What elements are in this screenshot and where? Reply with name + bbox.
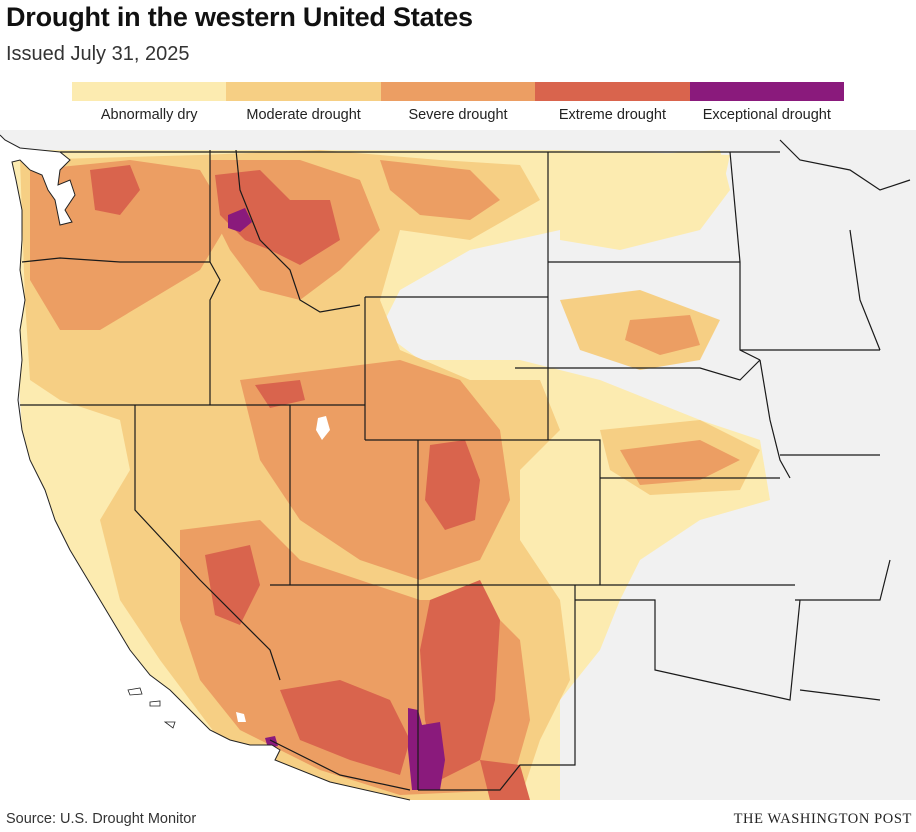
- area-extreme-nevada: [205, 545, 260, 625]
- area-severe-kansas: [620, 440, 740, 485]
- legend-swatch-abnormally-dry: [72, 82, 227, 101]
- great-salt-lake: [316, 416, 330, 440]
- source-note: Source: U.S. Drought Monitor: [6, 811, 197, 827]
- salton-sea: [236, 712, 246, 722]
- legend-bar: [72, 82, 845, 101]
- publisher-credit: THE WASHINGTON POST: [733, 811, 912, 827]
- area-abnormally-dry-north: [560, 150, 730, 250]
- legend-swatch-exceptional: [689, 82, 845, 101]
- legend-label-severe: Severe drought: [408, 107, 508, 123]
- map-title: Drought in the western United States: [6, 2, 473, 32]
- legend-label-exceptional: Exceptional drought: [702, 107, 831, 123]
- legend-swatch-moderate: [226, 82, 381, 101]
- area-extreme-colorado: [425, 440, 480, 530]
- border-ca-nv: [134, 405, 281, 681]
- area-severe-wyoming: [380, 160, 500, 220]
- legend-label-extreme: Extreme drought: [558, 107, 667, 123]
- border-sd-ne: [548, 359, 761, 381]
- area-extreme-arizona: [280, 680, 410, 775]
- map-subtitle: Issued July 31, 2025: [6, 43, 190, 65]
- legend-label-moderate: Moderate drought: [246, 107, 361, 123]
- legend-swatch-extreme: [535, 82, 690, 101]
- border-or-id: [209, 261, 221, 405]
- area-extreme-oregon: [90, 165, 140, 215]
- legend: Abnormally dry Moderate drought Severe d…: [72, 82, 845, 126]
- border-id-mt: [235, 149, 361, 313]
- border-mn-wi: [849, 229, 881, 351]
- area-extreme-utah: [255, 380, 305, 408]
- legend-labels: Abnormally dry Moderate drought Severe d…: [72, 107, 844, 123]
- drought-map: [0, 130, 916, 802]
- area-severe-northwest: [30, 160, 230, 330]
- border-nd-mn: [729, 151, 741, 263]
- drought-areas: [10, 150, 770, 800]
- legend-label-abnormally-dry: Abnormally dry: [100, 107, 198, 123]
- area-extreme-idaho: [215, 170, 340, 265]
- area-severe-nebraska: [625, 315, 700, 355]
- border-nm-tx: [418, 585, 576, 791]
- border-ar-la: [799, 689, 881, 701]
- legend-swatch-severe: [380, 82, 536, 101]
- border-mo-ar: [795, 559, 891, 601]
- state-boundaries: [20, 139, 911, 791]
- border-tx-ok: [575, 599, 801, 701]
- border-ne-ia-mo: [759, 359, 791, 479]
- area-exceptional-idaho: [228, 208, 252, 232]
- area-exceptional-new-mexico: [408, 708, 445, 790]
- border-az-mexico: [269, 739, 411, 791]
- coastline: [0, 134, 411, 801]
- border-great-lakes: [779, 139, 911, 191]
- channel-islands: [127, 687, 176, 729]
- border-wa-or: [21, 257, 210, 263]
- border-co-ks: [515, 439, 601, 585]
